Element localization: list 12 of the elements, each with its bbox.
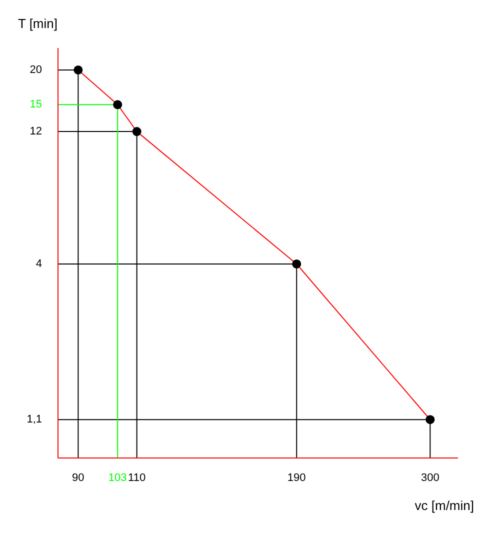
y-tick-label: 4 bbox=[36, 258, 42, 270]
y-tick-label: 15 bbox=[30, 98, 42, 111]
x-tick-label: 300 bbox=[420, 472, 440, 484]
x-tick-label: 90 bbox=[72, 472, 84, 484]
x-tick-label: 190 bbox=[287, 472, 306, 484]
y-axis-title: T [min] bbox=[18, 16, 58, 31]
x-axis-title: vc [m/min] bbox=[414, 498, 474, 513]
y-tick-label: 12 bbox=[30, 126, 42, 138]
y-tick-label: 1,1 bbox=[26, 414, 42, 426]
x-tick-label: 110 bbox=[128, 472, 146, 484]
y-tick-label: 20 bbox=[30, 64, 42, 76]
x-tick-label: 103 bbox=[108, 472, 127, 484]
